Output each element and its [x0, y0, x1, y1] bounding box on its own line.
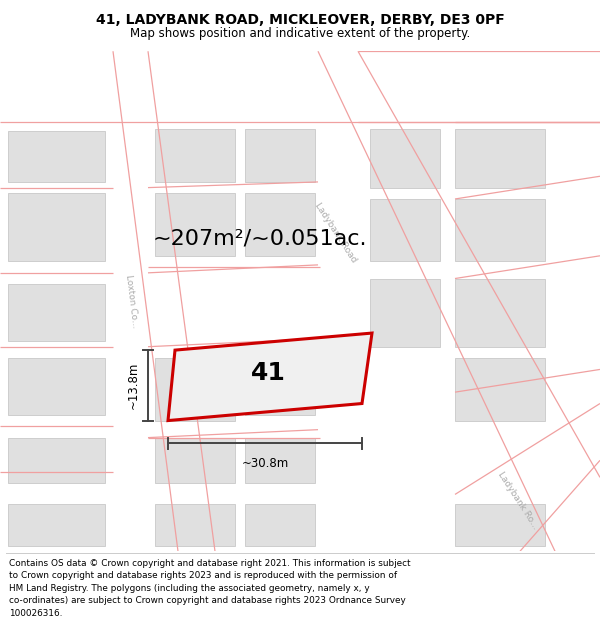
- Polygon shape: [8, 358, 105, 415]
- Polygon shape: [370, 199, 440, 261]
- Polygon shape: [245, 193, 315, 256]
- Polygon shape: [455, 129, 545, 188]
- Text: 41, LADYBANK ROAD, MICKLEOVER, DERBY, DE3 0PF: 41, LADYBANK ROAD, MICKLEOVER, DERBY, DE…: [95, 12, 505, 27]
- Polygon shape: [8, 131, 105, 182]
- Polygon shape: [155, 504, 235, 546]
- Polygon shape: [155, 129, 235, 182]
- Text: Loxton Co...: Loxton Co...: [124, 274, 140, 328]
- Polygon shape: [455, 199, 545, 261]
- Text: Ladybank Road: Ladybank Road: [313, 201, 359, 264]
- Polygon shape: [155, 438, 235, 483]
- Text: Map shows position and indicative extent of the property.: Map shows position and indicative extent…: [130, 27, 470, 40]
- Polygon shape: [455, 279, 545, 347]
- Polygon shape: [370, 279, 440, 347]
- Polygon shape: [245, 129, 315, 182]
- Text: Contains OS data © Crown copyright and database right 2021. This information is : Contains OS data © Crown copyright and d…: [9, 559, 410, 618]
- Text: ~30.8m: ~30.8m: [241, 457, 289, 470]
- Polygon shape: [455, 358, 545, 421]
- Polygon shape: [113, 51, 215, 551]
- Text: 41: 41: [251, 361, 286, 385]
- Polygon shape: [455, 415, 600, 551]
- Text: ~13.8m: ~13.8m: [127, 362, 140, 409]
- Polygon shape: [0, 494, 600, 551]
- Polygon shape: [245, 351, 315, 415]
- Polygon shape: [245, 438, 315, 483]
- Polygon shape: [168, 333, 372, 421]
- Polygon shape: [0, 51, 600, 122]
- Text: Ladybank Ro...: Ladybank Ro...: [496, 470, 540, 531]
- Text: ~207m²/~0.051ac.: ~207m²/~0.051ac.: [153, 229, 367, 249]
- Polygon shape: [455, 504, 545, 546]
- Polygon shape: [8, 438, 105, 483]
- Polygon shape: [8, 193, 105, 261]
- Polygon shape: [155, 193, 235, 256]
- Polygon shape: [318, 51, 600, 551]
- Polygon shape: [370, 129, 440, 188]
- Polygon shape: [8, 504, 105, 546]
- Polygon shape: [155, 358, 235, 421]
- Polygon shape: [245, 504, 315, 546]
- Polygon shape: [8, 284, 105, 341]
